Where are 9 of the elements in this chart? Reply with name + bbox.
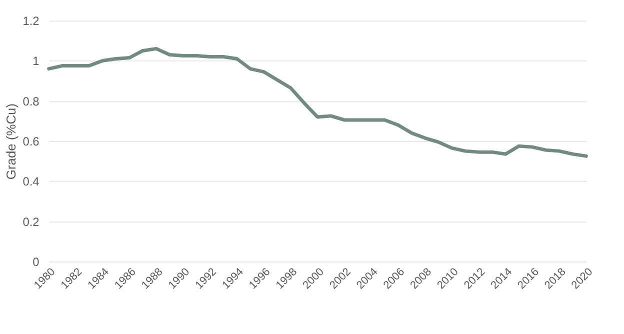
y-tick-label: 1.2 [22,14,40,28]
y-tick-label: 0.4 [22,174,40,189]
y-axis-title: Grade (%Cu) [4,103,19,180]
y-tick-label: 1 [32,54,40,68]
y-tick-label: 0.6 [22,134,40,149]
line-series [47,46,588,158]
y-tick-label: 0 [32,254,40,269]
y-tick-label: 0.2 [22,214,40,229]
y-tick-label: 0.8 [22,94,40,108]
